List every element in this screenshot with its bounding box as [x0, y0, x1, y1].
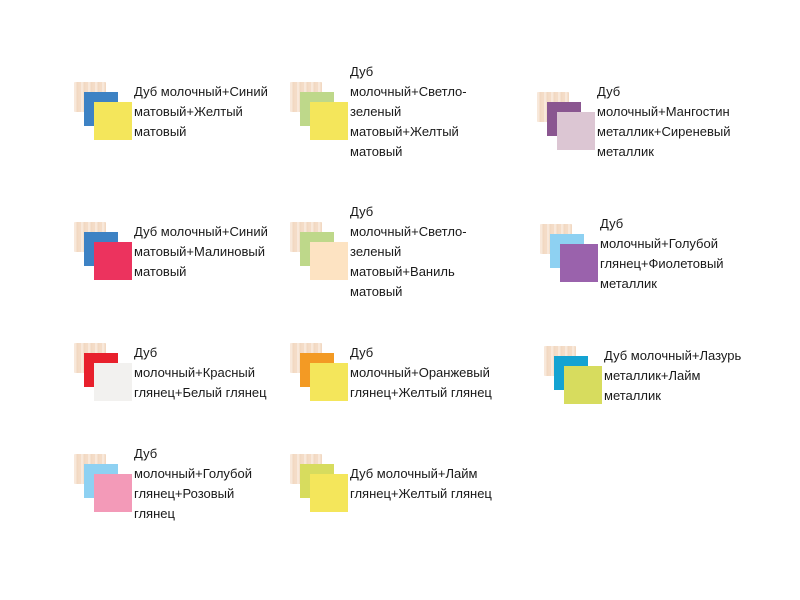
front-color-swatch	[310, 474, 348, 512]
combination-label: Дуб молочный+Лайм глянец+Желтый глянец	[350, 466, 492, 501]
combination-label: Дуб молочный+Светло-зеленый матовый+Вани…	[350, 204, 467, 299]
front-color-swatch	[310, 363, 348, 401]
combination-label: Дуб молочный+Оранжевый глянец+Желтый гля…	[350, 345, 492, 400]
front-color-swatch	[94, 242, 132, 280]
combination-label: Дуб молочный+Синий матовый+Малиновый мат…	[134, 224, 268, 279]
front-color-swatch	[564, 366, 602, 404]
front-color-swatch	[310, 102, 348, 140]
front-color-swatch	[560, 244, 598, 282]
combination-label: Дуб молочный+Лазурь металлик+Лайм металл…	[604, 348, 742, 403]
combination-label: Дуб молочный+Мангостин металлик+Сиреневы…	[597, 84, 731, 159]
front-color-swatch	[94, 363, 132, 401]
front-color-swatch	[310, 242, 348, 280]
combination-label: Дуб молочный+Голубой глянец+Розовый глян…	[134, 446, 252, 521]
front-color-swatch	[94, 474, 132, 512]
combination-label: Дуб молочный+Светло-зеленый матовый+Желт…	[350, 64, 467, 159]
combination-label: Дуб молочный+Красный глянец+Белый глянец	[134, 345, 267, 400]
front-color-swatch	[557, 112, 595, 150]
combination-label: Дуб молочный+Синий матовый+Желтый матовы…	[134, 84, 268, 139]
front-color-swatch	[94, 102, 132, 140]
combination-label: Дуб молочный+Голубой глянец+Фиолетовый м…	[600, 216, 724, 291]
